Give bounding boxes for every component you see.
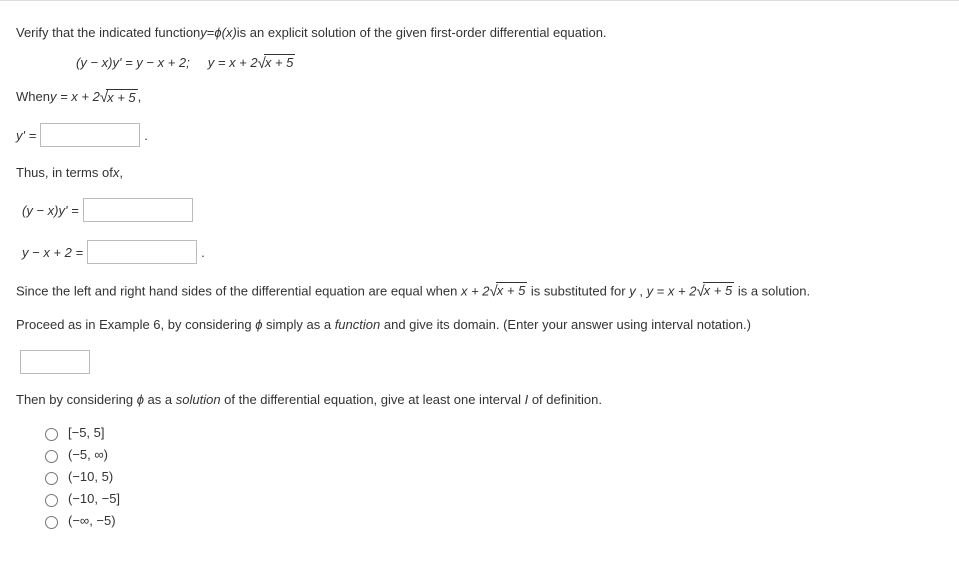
sqrt-3: √x + 5 bbox=[490, 282, 528, 299]
sqrt-arg-2: x + 5 bbox=[106, 89, 138, 106]
sqrt-arg-4: x + 5 bbox=[703, 282, 735, 299]
option-radio-1[interactable] bbox=[45, 450, 58, 463]
sqrt-4: √x + 5 bbox=[696, 282, 734, 299]
when-end: , bbox=[138, 89, 142, 104]
option-label-0: [−5, 5] bbox=[68, 425, 105, 440]
proceed-c: and give its domain. (Enter your answer … bbox=[384, 317, 751, 332]
since-b: is substituted for bbox=[531, 284, 629, 299]
then-line: Then by considering ϕ as a solution of t… bbox=[16, 392, 943, 407]
then-d: of definition. bbox=[532, 392, 602, 407]
proceed-line: Proceed as in Example 6, by considering … bbox=[16, 317, 943, 332]
then-I: I bbox=[525, 392, 529, 407]
thus-line: Thus, in terms of x , bbox=[16, 165, 943, 180]
since-line: Since the left and right hand sides of t… bbox=[16, 282, 943, 299]
options-group: [−5, 5] (−5, ∞) (−10, 5) (−10, −5] (−∞, … bbox=[16, 425, 943, 529]
proceed-func: function bbox=[335, 317, 381, 332]
since-d: is a solution. bbox=[738, 284, 810, 299]
domain-input-line bbox=[16, 350, 943, 374]
since-eq: y = x + 2 bbox=[647, 284, 697, 299]
when-line: When y = x + 2 √ x + 5 , bbox=[16, 89, 943, 106]
period-2: . bbox=[201, 245, 205, 260]
lhs2-input[interactable] bbox=[87, 240, 197, 264]
option-label-2: (−10, 5) bbox=[68, 469, 113, 484]
since-a: Since the left and right hand sides of t… bbox=[16, 284, 461, 299]
lhs1-label: (y − x)y' = bbox=[22, 203, 79, 218]
proceed-a: Proceed as in Example 6, by considering bbox=[16, 317, 255, 332]
intro-text-a: Verify that the indicated function bbox=[16, 25, 200, 40]
option-radio-3[interactable] bbox=[45, 494, 58, 507]
option-row-4[interactable]: (−∞, −5) bbox=[40, 513, 943, 529]
lhs1-line: (y − x)y' = bbox=[16, 198, 943, 222]
yprime-line: y' = . bbox=[16, 123, 943, 147]
problem-container: Verify that the indicated function y = ϕ… bbox=[0, 0, 959, 545]
option-radio-2[interactable] bbox=[45, 472, 58, 485]
proceed-b: simply as a bbox=[266, 317, 335, 332]
option-label-1: (−5, ∞) bbox=[68, 447, 108, 462]
proceed-phi: ϕ bbox=[255, 317, 262, 332]
option-radio-4[interactable] bbox=[45, 516, 58, 529]
intro-paren: (x) bbox=[222, 25, 237, 40]
then-phi: ϕ bbox=[137, 392, 144, 407]
equation-line: (y − x)y' = y − x + 2; y = x + 2 √ x + 5 bbox=[76, 54, 943, 71]
intro-text-b: is an explicit solution of the given fir… bbox=[237, 25, 607, 40]
lhs2-line: y − x + 2 = . bbox=[16, 240, 943, 264]
intro-line: Verify that the indicated function y = ϕ… bbox=[16, 25, 943, 40]
ode-lhs: (y − x)y' = y − x + 2; bbox=[76, 55, 190, 70]
intro-phi: ϕ bbox=[214, 25, 221, 40]
option-row-1[interactable]: (−5, ∞) bbox=[40, 447, 943, 463]
option-row-0[interactable]: [−5, 5] bbox=[40, 425, 943, 441]
then-c: of the differential equation, give at le… bbox=[224, 392, 524, 407]
since-c: , bbox=[639, 284, 646, 299]
sqrt-2: √ x + 5 bbox=[100, 89, 138, 106]
sqrt-1: √ x + 5 bbox=[258, 54, 296, 71]
when-mid: y = x + 2 bbox=[50, 89, 100, 104]
option-label-4: (−∞, −5) bbox=[68, 513, 116, 528]
option-radio-0[interactable] bbox=[45, 428, 58, 441]
domain-input[interactable] bbox=[20, 350, 90, 374]
thus-comma: , bbox=[119, 165, 123, 180]
then-sol: solution bbox=[176, 392, 221, 407]
then-b: as a bbox=[148, 392, 176, 407]
option-label-3: (−10, −5] bbox=[68, 491, 120, 506]
since-y: y bbox=[629, 284, 636, 299]
yprime-input[interactable] bbox=[40, 123, 140, 147]
intro-eq: = bbox=[207, 25, 215, 40]
thus-text: Thus, in terms of bbox=[16, 165, 113, 180]
ode-sol-pre: y = x + 2 bbox=[208, 55, 258, 70]
lhs2-label: y − x + 2 = bbox=[22, 245, 83, 260]
when-pre: When bbox=[16, 89, 50, 104]
period-1: . bbox=[144, 128, 148, 143]
sqrt-arg-3: x + 5 bbox=[496, 282, 528, 299]
option-row-2[interactable]: (−10, 5) bbox=[40, 469, 943, 485]
yprime-label: y' = bbox=[16, 128, 36, 143]
sqrt-arg: x + 5 bbox=[264, 54, 296, 71]
then-a: Then by considering bbox=[16, 392, 137, 407]
since-mid: x + 2 bbox=[461, 284, 490, 299]
option-row-3[interactable]: (−10, −5] bbox=[40, 491, 943, 507]
lhs1-input[interactable] bbox=[83, 198, 193, 222]
